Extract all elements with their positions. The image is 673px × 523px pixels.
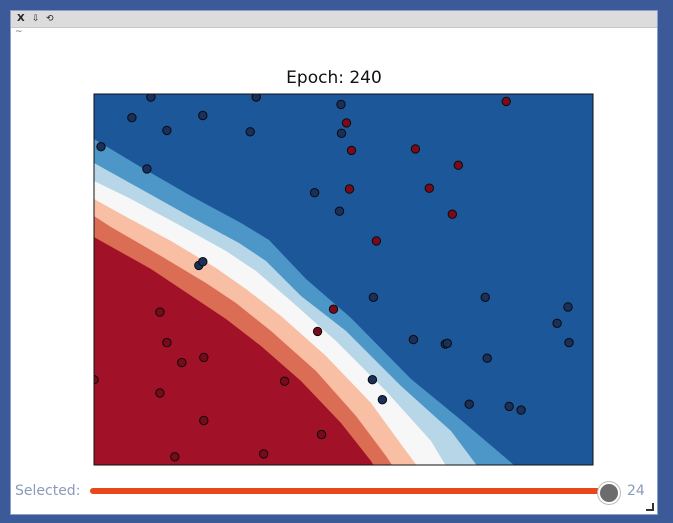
- data-point-class0: [127, 113, 137, 123]
- app-window: X ⇩ ⟲ ~ Epoch: 240 Selected: 24: [10, 10, 658, 515]
- resize-handle[interactable]: [646, 503, 654, 511]
- data-point-class0: [563, 302, 573, 312]
- cell-indicator: ~: [15, 27, 23, 37]
- data-point-class1: [162, 337, 172, 348]
- data-point-class1: [341, 118, 352, 128]
- data-point-class0: [480, 292, 490, 302]
- data-point-class0: [146, 94, 156, 102]
- decision-boundary-plot: [93, 93, 594, 466]
- data-point-class0: [96, 142, 106, 152]
- data-point-class0: [309, 188, 320, 198]
- reset-icon[interactable]: ⟲: [46, 14, 54, 24]
- chart-title: Epoch: 240: [286, 68, 382, 88]
- data-point-class0: [368, 292, 379, 302]
- data-point-class1: [447, 209, 457, 219]
- data-point-class1: [424, 183, 434, 193]
- data-point-class1: [155, 307, 165, 317]
- region-red-dark: [94, 237, 374, 465]
- data-point-class1: [453, 160, 463, 170]
- toolbar: X ⇩ ⟲: [11, 11, 657, 28]
- data-point-class1: [279, 376, 290, 386]
- data-point-class1: [259, 449, 269, 459]
- data-point-class0: [516, 405, 526, 415]
- slider-value: 24: [627, 483, 645, 499]
- axes-frame: [93, 93, 594, 466]
- data-point-class0: [336, 128, 347, 139]
- data-point-class1: [328, 304, 339, 314]
- data-point-class0: [552, 318, 562, 328]
- data-point-class0: [198, 110, 208, 121]
- data-point-class1: [410, 144, 421, 154]
- data-point-class1: [371, 236, 382, 246]
- data-point-class0: [408, 334, 419, 345]
- data-point-class0: [564, 337, 574, 348]
- data-point-class1: [199, 352, 209, 363]
- data-point-class1: [316, 429, 327, 440]
- data-point-class0: [482, 353, 492, 363]
- data-point-class0: [442, 338, 452, 348]
- data-point-class0: [334, 206, 345, 216]
- decision-regions: [94, 94, 593, 465]
- slider-label: Selected:: [15, 483, 81, 499]
- data-point-class1: [346, 145, 357, 156]
- data-point-class1: [155, 388, 165, 398]
- data-point-class0: [367, 375, 378, 385]
- data-point-class0: [142, 164, 152, 174]
- data-point-class1: [312, 326, 323, 337]
- data-point-class0: [251, 94, 261, 102]
- data-point-class0: [336, 99, 346, 110]
- data-point-class0: [245, 127, 255, 137]
- epoch-slider-handle[interactable]: [598, 482, 620, 504]
- data-point-class1: [344, 184, 355, 194]
- data-points: [94, 94, 574, 462]
- epoch-slider-track[interactable]: [90, 488, 608, 494]
- close-icon[interactable]: X: [17, 13, 25, 24]
- data-point-class1: [170, 452, 180, 462]
- data-point-class1: [501, 96, 511, 107]
- data-point-class0: [377, 395, 388, 405]
- data-point-class0: [464, 399, 474, 409]
- data-point-class1: [199, 415, 209, 426]
- data-point-class1: [177, 357, 187, 368]
- data-point-class0: [198, 257, 208, 267]
- data-point-class0: [162, 125, 172, 136]
- data-point-class0: [504, 401, 514, 412]
- download-icon[interactable]: ⇩: [32, 14, 40, 24]
